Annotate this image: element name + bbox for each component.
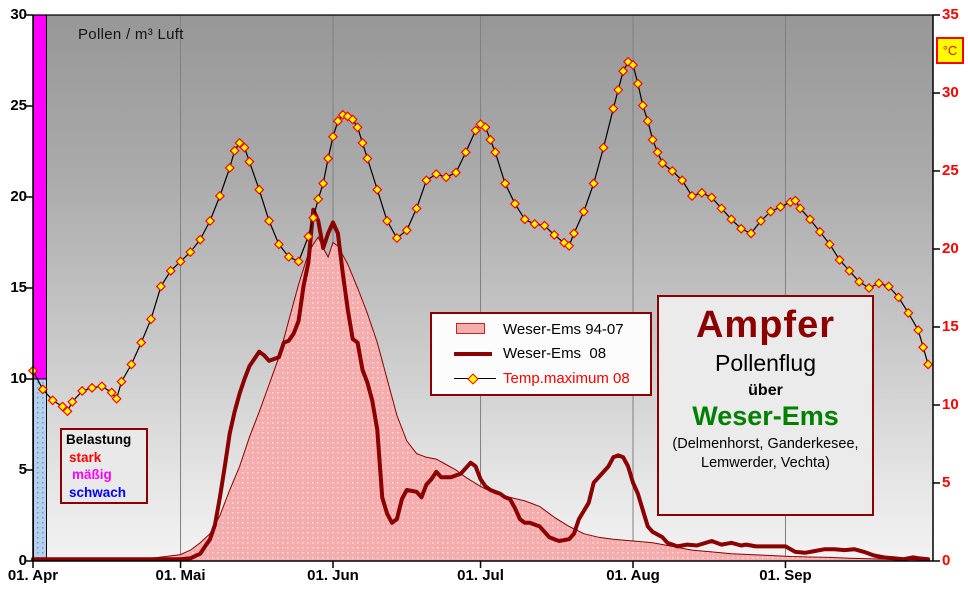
- pollenflug-label: Pollenflug: [714, 349, 817, 376]
- level-maessig: mäßig: [72, 467, 112, 482]
- x-axis-tick-label: 01. Mai: [155, 567, 206, 584]
- load-bar-mäßig: [33, 14, 47, 380]
- title-box: Ampfer Pollenflug über Weser-Ems (Delmen…: [657, 295, 874, 516]
- right-axis-tick-label: 30: [942, 84, 959, 101]
- legend-label: Weser-Ems 94-07: [503, 320, 624, 338]
- plant-name-title: Ampfer: [695, 304, 836, 346]
- thick-line-swatch-icon: [454, 347, 500, 361]
- right-axis-tick-label: 15: [942, 318, 959, 335]
- left-axis-tick-label: 20: [10, 188, 27, 205]
- level-schwach: schwach: [69, 484, 127, 500]
- left-axis-tick-label: 0: [18, 552, 27, 569]
- level-stark: stark: [69, 449, 102, 465]
- cities-line-1: (Delmenhorst, Ganderkesee,: [672, 435, 859, 452]
- belastung-box: Belastung stark mäßig schwach: [60, 428, 148, 504]
- left-axis-tick-label: 5: [18, 461, 27, 478]
- left-axis-tick-label: 30: [10, 6, 27, 23]
- cities-line-2: Lemwerder, Vechta): [701, 455, 830, 472]
- left-axis-tick-label: 25: [10, 97, 27, 114]
- right-axis-tick-label: 20: [942, 240, 959, 257]
- chart-legend: Weser-Ems 94-07 Weser-Ems 08 Temp.maximu…: [430, 312, 652, 396]
- diamond-marker-swatch-icon: [454, 372, 500, 386]
- area-swatch-icon: [454, 322, 500, 336]
- x-axis-tick-label: 01. Jul: [457, 567, 504, 584]
- region-name: Weser-Ems: [692, 400, 839, 431]
- temp-axis-unit-label: °C: [942, 43, 958, 58]
- pollen-axis-label: Pollen / m³ Luft: [78, 26, 184, 43]
- legend-label: Weser-Ems 08: [503, 345, 607, 363]
- series-weser-ems-08-line: [31, 207, 931, 562]
- legend-item-area: Weser-Ems 94-07: [454, 317, 648, 341]
- legend-label: Temp.maximum 08: [503, 370, 630, 388]
- ueber-label: über: [748, 381, 783, 399]
- legend-item-temp: Temp.maximum 08: [454, 367, 648, 391]
- left-axis-tick-label: 15: [10, 279, 27, 296]
- axes: [26, 14, 940, 568]
- right-axis-tick-label: 5: [942, 474, 951, 491]
- x-axis-tick-label: 01. Apr: [7, 567, 59, 584]
- belastung-title: Belastung: [66, 432, 132, 447]
- temp-axis-unit-box: °C: [936, 37, 964, 64]
- right-axis-tick-label: 10: [942, 396, 959, 413]
- right-axis-tick-label: 35: [942, 6, 959, 23]
- right-axis-tick-label: 0: [942, 552, 951, 569]
- right-axis-tick-label: 25: [942, 162, 959, 179]
- left-axis-tick-label: 10: [10, 370, 27, 387]
- temp-max-markers: [27, 56, 934, 417]
- series-temp-max-line: [32, 60, 929, 413]
- x-axis-tick-label: 01. Jun: [307, 567, 359, 584]
- series-weser-ems-94-07-area: [33, 235, 929, 562]
- load-bar-schwach: [33, 378, 47, 562]
- legend-item-line: Weser-Ems 08: [454, 342, 648, 366]
- x-axis-tick-label: 01. Aug: [606, 567, 660, 584]
- x-axis-tick-label: 01. Sep: [759, 567, 812, 584]
